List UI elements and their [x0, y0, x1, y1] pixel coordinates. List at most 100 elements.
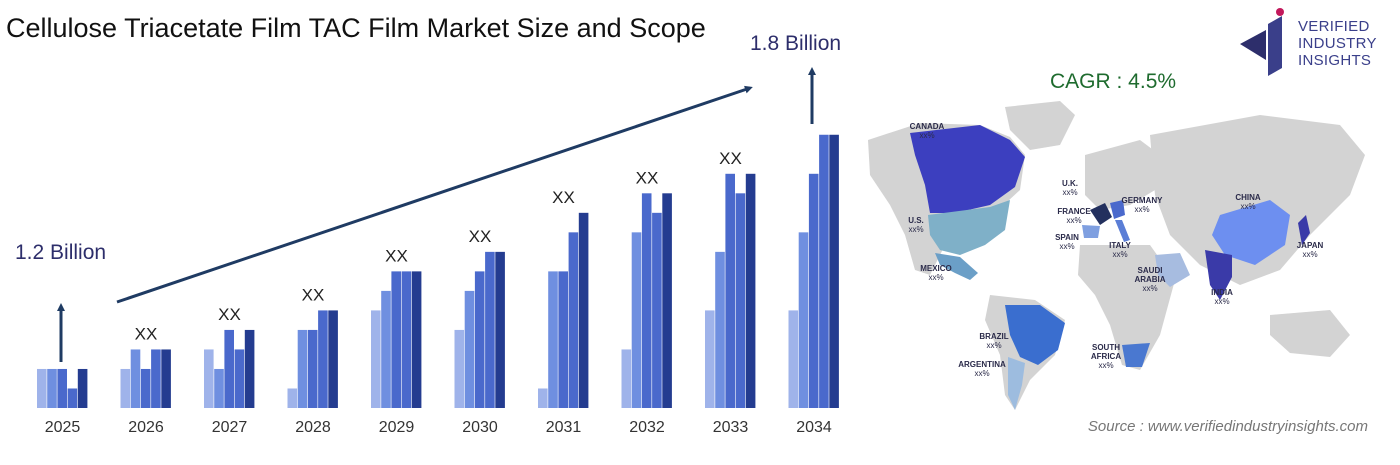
bar-2025-1 — [37, 368, 47, 408]
oceania-shape — [1270, 310, 1350, 357]
logo-line-1: VERIFIED — [1298, 18, 1370, 35]
bar-2033-5 — [745, 173, 756, 408]
map-region-label: INDIA xx% — [1211, 288, 1233, 306]
map-labels: CANADA xx% U.S. xx% MEXICO xx% BRAZIL xx% ARGENT… — [908, 122, 1323, 378]
map-region-label: GERMANY xx% — [1122, 196, 1164, 214]
bar-2028-4 — [318, 310, 328, 408]
bar-2028-5 — [328, 310, 338, 408]
bar-value-label: XX — [218, 305, 241, 324]
bar-2033-3 — [725, 173, 735, 408]
x-tick-label: 2032 — [629, 419, 665, 436]
cagr-label: CAGR : 4.5% — [1050, 70, 1177, 93]
us-shape — [928, 200, 1010, 255]
bar-2031-2 — [548, 271, 558, 408]
bar-2034-4 — [819, 134, 829, 409]
france-shape — [1090, 203, 1112, 225]
argentina-shape — [1008, 357, 1025, 410]
bar-2032-3 — [641, 193, 652, 408]
bar-2028-3 — [307, 329, 318, 408]
bar-2034-2 — [798, 232, 809, 408]
bar-2027-3 — [224, 329, 234, 408]
south-africa-shape — [1122, 343, 1150, 367]
india-shape — [1205, 250, 1232, 300]
bar-2026-2 — [130, 349, 141, 408]
bar-2032-2 — [631, 232, 642, 408]
trend-arrow — [116, 85, 753, 304]
japan-shape — [1298, 215, 1310, 245]
map-region-label: SAUDI ARABIA xx% — [1134, 266, 1165, 293]
map-region-label: SPAIN xx% — [1055, 233, 1079, 251]
china-shape — [1212, 200, 1290, 265]
bar-2032-4 — [652, 212, 662, 408]
bar-2033-4 — [735, 193, 746, 408]
x-tick-label: 2028 — [295, 419, 331, 436]
greenland-shape — [1005, 101, 1075, 150]
bar-2033-1 — [705, 310, 715, 408]
bar-2034-5 — [829, 134, 839, 409]
map-region-label: ARGENTINA xx% — [958, 360, 1006, 378]
bar-value-label: XX — [636, 168, 659, 187]
bar-value-label: XX — [469, 227, 492, 246]
start-value-label: 1.2 Billion — [15, 241, 106, 264]
bar-2029-3 — [391, 271, 401, 408]
map-region-label: CANADA xx% — [910, 122, 945, 140]
bar-2031-4 — [568, 232, 579, 408]
bar-2029-2 — [381, 290, 391, 408]
logo-line-2: INDUSTRY — [1298, 35, 1377, 52]
bar-2027-1 — [204, 349, 214, 408]
bar-value-label: XX — [302, 285, 325, 304]
bar-2026-4 — [151, 349, 161, 408]
bar-2025-4 — [67, 388, 78, 408]
x-tick-label: 2031 — [546, 419, 582, 436]
canada-shape — [910, 125, 1025, 213]
bar-2031-1 — [538, 388, 548, 408]
x-tick-label: 2025 — [45, 419, 81, 436]
bar-2026-1 — [120, 368, 131, 408]
bar-2034-1 — [788, 310, 799, 408]
map-region-label: CHINA xx% — [1235, 193, 1261, 211]
mexico-shape — [935, 253, 978, 280]
world-map: CANADA xx% U.S. xx% MEXICO xx% BRAZIL xx% ARGENT… — [868, 101, 1365, 410]
bar-value-label: XX — [552, 188, 575, 207]
bar-2027-5 — [244, 329, 255, 408]
bar-2026-5 — [161, 349, 171, 408]
bar-2026-3 — [140, 368, 151, 408]
bar-2032-1 — [621, 349, 632, 408]
bar-chart: 2025 2026 XX 2027 XX 2028 XX 2029 XX 2030 XX 2031 XX… — [15, 32, 841, 436]
map-region-label: ITALY xx% — [1109, 241, 1131, 259]
bar-2027-4 — [234, 349, 245, 408]
map-region-label: SOUTH AFRICA xx% — [1091, 343, 1121, 370]
bar-2030-2 — [464, 290, 475, 408]
x-tick-label: 2034 — [796, 419, 832, 436]
bar-2029-4 — [401, 271, 412, 408]
logo-line-3: INSIGHTS — [1298, 52, 1372, 69]
logo-mark-icon — [1240, 8, 1284, 76]
bar-2031-3 — [558, 271, 568, 408]
bar-2029-1 — [371, 310, 381, 408]
x-tick-label: 2030 — [462, 419, 498, 436]
bar-value-label: XX — [135, 324, 158, 343]
bar-2030-3 — [474, 271, 485, 408]
map-region-label: FRANCE xx% — [1057, 207, 1091, 225]
spain-shape — [1082, 225, 1100, 238]
chart-title: Cellulose Triacetate Film TAC Film Marke… — [6, 13, 706, 43]
asia-shape — [1150, 115, 1365, 285]
logo-text: VERIFIED INDUSTRY INSIGHTS — [1298, 18, 1377, 69]
bar-2032-5 — [662, 193, 672, 408]
europe-shape — [1085, 140, 1160, 210]
bar-2025-3 — [57, 368, 67, 408]
bar-2028-1 — [287, 388, 298, 408]
x-tick-label: 2033 — [713, 419, 749, 436]
italy-shape — [1115, 220, 1130, 242]
bar-value-label: XX — [719, 149, 742, 168]
brazil-shape — [1005, 305, 1065, 365]
bar-2031-5 — [578, 212, 589, 408]
x-tick-label: 2027 — [212, 419, 248, 436]
map-region-label: U.K. xx% — [1062, 179, 1078, 197]
bar-2025-2 — [47, 368, 57, 408]
bar-2030-4 — [485, 251, 495, 408]
bar-2030-5 — [495, 251, 505, 408]
bar-2027-2 — [214, 368, 224, 408]
africa-shape — [1078, 245, 1175, 370]
bar-2025-5 — [77, 368, 88, 408]
